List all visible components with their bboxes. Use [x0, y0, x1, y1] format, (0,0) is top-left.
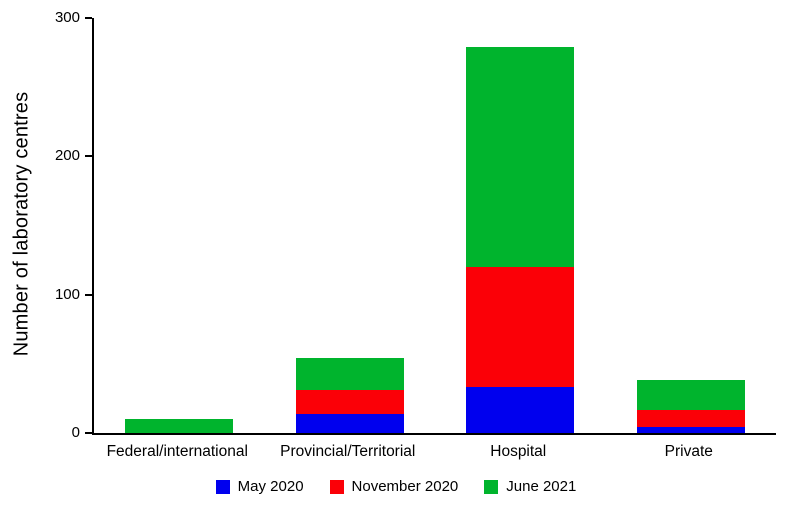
legend-swatch — [484, 479, 499, 494]
bar-segment — [466, 387, 575, 433]
bar-segment — [466, 47, 575, 268]
legend-swatch — [215, 479, 230, 494]
x-axis-label: Private — [664, 443, 713, 460]
bar-column — [94, 18, 265, 433]
bar-stack — [295, 358, 404, 433]
x-axis-labels: Federal/international Provincial/Territor… — [92, 443, 774, 461]
legend: May 2020 November 2020 June 2021 — [0, 478, 792, 495]
y-axis-title: Number of laboratory centres — [10, 91, 33, 357]
bar-segment — [636, 427, 745, 433]
bar-segment — [295, 413, 404, 433]
bar-segment — [636, 409, 745, 428]
legend-item: November 2020 — [329, 478, 459, 495]
y-tick-label: 300 — [54, 9, 80, 26]
bars-container — [94, 18, 776, 433]
legend-label: November 2020 — [351, 478, 459, 495]
plot-area: 0 100 200 300 — [55, 9, 776, 441]
bar-stack — [466, 47, 575, 433]
bar-segment — [295, 390, 404, 414]
y-tick-label: 100 — [54, 285, 80, 303]
bar-column — [435, 18, 606, 433]
x-axis-label: Provincial/Territorial — [280, 443, 416, 460]
legend-label: May 2020 — [237, 478, 304, 495]
y-tick-mark — [85, 155, 92, 158]
bar-segment — [295, 358, 404, 391]
bar-segment — [125, 419, 234, 433]
bar-stack — [125, 419, 234, 433]
y-tick-label: 0 — [71, 424, 80, 441]
legend-label: June 2021 — [506, 478, 577, 495]
legend-item: June 2021 — [484, 478, 576, 495]
bar-column — [606, 18, 777, 433]
y-tick-mark — [85, 17, 92, 19]
legend-item: May 2020 — [215, 478, 304, 495]
bar-stack — [636, 380, 745, 433]
x-axis-label: Federal/international — [106, 443, 248, 460]
legend-swatch — [329, 479, 344, 494]
bar-column — [265, 18, 436, 433]
y-tick-mark — [85, 293, 92, 296]
y-tick-mark — [85, 432, 92, 434]
bar-segment — [636, 380, 745, 410]
y-tick-label: 200 — [54, 147, 80, 165]
x-axis-label: Hospital — [490, 443, 547, 460]
bar-segment — [466, 267, 575, 388]
